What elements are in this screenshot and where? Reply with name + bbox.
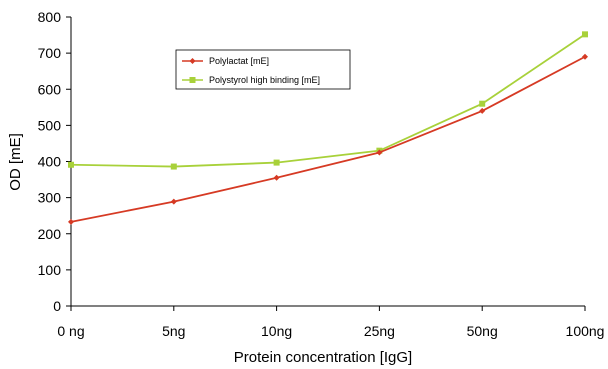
y-tick-label: 200 [38,226,62,242]
x-tick-label: 100ng [566,323,605,339]
data-point-diamond [68,218,74,225]
y-axis-ticks: 0 100 200 300 400 500 600 700 800 [38,9,71,314]
legend-box [175,49,351,90]
series-line [70,33,586,168]
data-point-square [170,163,177,170]
x-axis-title: Protein concentration [IgG] [234,349,412,366]
data-point-square [273,159,280,166]
series-layer [68,31,588,225]
y-tick-label: 600 [38,81,62,97]
legend: Polylactat [mE] Polystyrol high binding [… [175,49,351,90]
x-tick-label: 5ng [162,323,185,339]
data-point-square [189,77,196,83]
y-tick-label: 100 [38,262,62,278]
data-point-diamond [582,53,588,60]
x-tick-label: 10ng [261,323,292,339]
data-point-diamond [479,107,486,114]
y-tick-label: 800 [38,9,62,25]
series-polylactat [68,53,588,225]
legend-label: Polystyrol high binding [mE] [209,75,320,85]
y-tick-label: 300 [38,190,62,206]
data-point-square [68,161,74,168]
y-tick-label: 0 [53,298,61,314]
x-tick-label: 25ng [364,323,395,339]
x-tick-label: 0 ng [57,323,84,339]
legend-label: Polylactat [mE] [209,56,269,66]
data-point-diamond [170,198,177,205]
data-point-diamond [189,58,196,64]
y-tick-label: 700 [38,45,62,61]
series-line [70,55,586,223]
x-tick-label: 50ng [467,323,498,339]
data-point-square [582,31,588,38]
y-axis-title: OD [mE] [7,133,24,191]
axes [70,17,585,307]
data-point-diamond [376,149,383,156]
data-point-diamond [273,174,280,181]
x-axis-ticks: 0 ng 5ng 10ng 25ng 50ng 100ng [57,306,604,339]
y-tick-label: 500 [38,117,62,133]
data-point-square [479,100,486,107]
y-tick-label: 400 [38,154,62,170]
